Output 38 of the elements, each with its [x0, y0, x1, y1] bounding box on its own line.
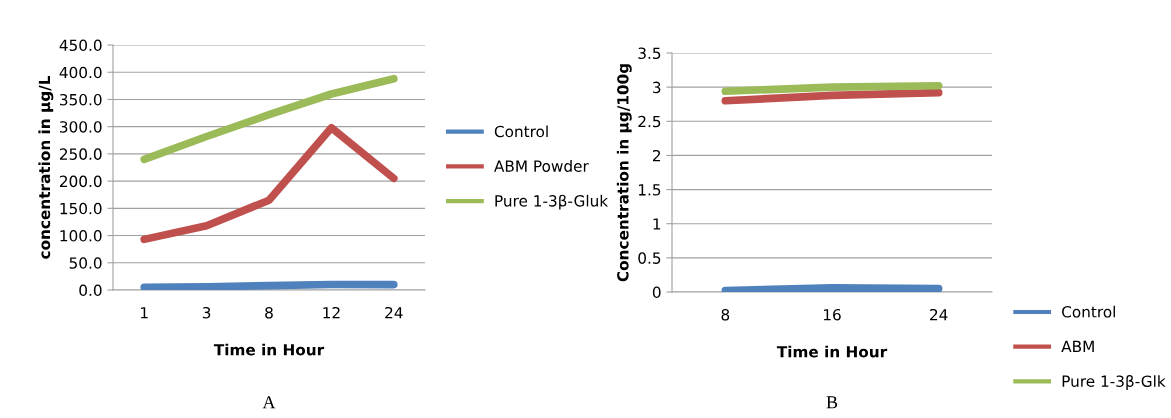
y-tick-label: 350.0 [60, 93, 102, 106]
y-tick-label: 0.0 [79, 284, 102, 297]
y-tick-label: 300.0 [60, 121, 102, 133]
legend-label: Control [1062, 305, 1115, 318]
x-tick-label: 8 [721, 308, 730, 321]
y-tick-label: 1.5 [638, 184, 661, 196]
x-tick-label: 24 [930, 308, 948, 321]
y-axis-title: concentration in µg/L [38, 75, 54, 259]
y-tick-label: 0.5 [638, 252, 661, 264]
legend-label: ABM [1061, 340, 1094, 353]
y-tick-label: 250.0 [59, 148, 102, 160]
x-axis-title: Time in Hour [213, 343, 325, 356]
x-tick-label: 3 [202, 306, 211, 319]
y-tick-label: 0 [652, 286, 661, 299]
y-tick-label: 1 [653, 218, 661, 230]
x-tick-label: 16 [823, 308, 841, 321]
y-tick-label: 50.0 [69, 257, 102, 269]
text: A [262, 396, 276, 409]
y-tick-label: 2.5 [638, 115, 661, 128]
legend-label: Pure 1-3β-Glk [1062, 375, 1166, 390]
x-axis-title: Time in Hour [776, 345, 888, 358]
y-tick-label: 3 [653, 81, 661, 94]
y-tick-label: 150.0 [60, 202, 102, 215]
y-tick-label: 100.0 [60, 230, 102, 242]
legend-label: ABM Powder [494, 160, 589, 172]
x-tick-label: 1 [141, 307, 148, 319]
y-tick-label: 3.5 [638, 47, 661, 60]
legend-label: Pure 1-3β-Gluk [495, 194, 609, 210]
x-tick-label: 12 [323, 306, 340, 319]
legend-label: Control [494, 125, 548, 138]
x-tick-label: 24 [385, 306, 403, 319]
y-tick-label: 400.0 [59, 66, 102, 79]
text: B [826, 396, 838, 409]
y-tick-label: 2 [652, 149, 661, 162]
y-tick-label: 200.0 [59, 175, 102, 188]
x-tick-label: 8 [265, 306, 273, 319]
y-axis-title: Concentration in µg/100g [616, 64, 632, 282]
y-tick-label: 450.0 [59, 39, 102, 52]
